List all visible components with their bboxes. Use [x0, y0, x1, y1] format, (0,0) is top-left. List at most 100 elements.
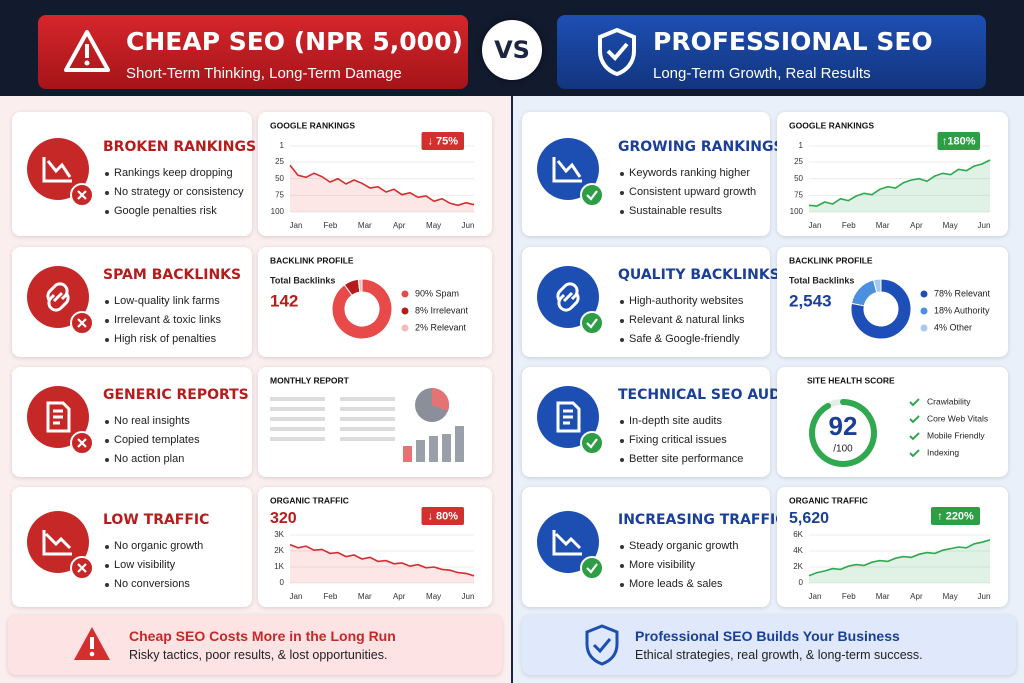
- vs-badge: VS: [482, 20, 542, 80]
- legend-label: 78% Relevant: [934, 288, 991, 298]
- feature-card: INCREASING TRAFFIC Steady organic growth M…: [522, 487, 786, 607]
- status-badge: [580, 431, 604, 455]
- status-glyph: [77, 563, 87, 573]
- report-bar: [429, 436, 438, 462]
- icon-shape: [556, 282, 580, 312]
- feature-icon: [27, 386, 94, 455]
- feature-card: TECHNICAL SEO AUDITS In-depth site audits…: [522, 367, 806, 477]
- x-tick-label: Apr: [910, 221, 923, 230]
- icon-glyph: [46, 401, 71, 433]
- bullet-text: Rankings keep dropping: [114, 167, 233, 179]
- right-header: PROFESSIONAL SEO Long-Term Growth, Real …: [557, 15, 986, 89]
- change-badge: [931, 507, 980, 525]
- status-glyph: [586, 190, 598, 201]
- bullet-text: More leads & sales: [629, 578, 723, 590]
- x-tick-label: Jun: [462, 592, 475, 601]
- y-tick-label: 6K: [793, 530, 803, 539]
- bullet-text: Keywords ranking higher: [629, 167, 751, 179]
- y-tick-label: 0: [280, 578, 285, 587]
- x-tick-label: Mar: [876, 592, 890, 601]
- icon-shape: [42, 530, 72, 556]
- bullet-dot: [620, 583, 624, 587]
- area-fill: [290, 544, 474, 583]
- report-bar: [442, 434, 451, 462]
- panel-title: ORGANIC TRAFFIC: [270, 495, 349, 505]
- data-line: [808, 539, 991, 577]
- donut-slice: [331, 278, 393, 340]
- data-line: [808, 159, 991, 207]
- y-tick-label: 2K: [793, 562, 803, 571]
- y-tick-label: 100: [271, 207, 285, 216]
- bullet-dot: [620, 564, 624, 568]
- total-label: Total Backlinks: [789, 275, 854, 285]
- placeholder-line: [340, 427, 395, 431]
- total-value: 5,620: [789, 510, 829, 527]
- legend-dot: [401, 290, 409, 298]
- legend-label: 90% Spam: [415, 288, 459, 298]
- status-badge: [580, 183, 604, 207]
- change-badge-text: ↑ 220%: [937, 510, 974, 522]
- status-glyph: [77, 318, 87, 328]
- bullet-text: Relevant & natural links: [629, 314, 745, 326]
- bullet-text: Irrelevant & toxic links: [114, 314, 221, 326]
- check-label: Crawlability: [927, 396, 971, 406]
- x-tick-label: Jan: [809, 592, 822, 601]
- feature-icon: [537, 511, 604, 580]
- report-bar: [416, 440, 425, 462]
- report-bar: [403, 446, 412, 462]
- x-tick-label: Jun: [978, 221, 991, 230]
- bullet-dot: [620, 439, 624, 443]
- footer-title: Professional SEO Builds Your Business: [635, 628, 900, 644]
- check-label: Mobile Friendly: [927, 430, 985, 440]
- legend-dot: [401, 307, 409, 315]
- bullet-text: Sustainable results: [629, 205, 722, 217]
- status-badge: [580, 556, 604, 580]
- x-tick-label: Apr: [393, 221, 406, 230]
- donut-slice: [872, 278, 882, 294]
- chart-panel: GOOGLE RANKINGS 1 25 50 75 100 Jan Feb Mar Apr May…: [258, 112, 492, 236]
- footer-text: Ethical strategies, real growth, & long-…: [635, 648, 923, 662]
- legend-label: 4% Other: [934, 322, 972, 332]
- bullet-text: No action plan: [114, 453, 185, 465]
- y-tick-label: 1: [799, 141, 804, 150]
- bullet-dot: [620, 338, 624, 342]
- legend-dot: [920, 324, 928, 332]
- placeholder-line: [340, 417, 395, 421]
- x-tick-label: May: [943, 592, 958, 601]
- chart-panel: ORGANIC TRAFFIC 0 2K 4K 6K Jan Feb Mar Apr May Jun…: [777, 487, 1008, 607]
- legend-dot: [401, 324, 409, 332]
- bullet-dot: [105, 300, 109, 304]
- bullet-text: No conversions: [114, 578, 190, 590]
- change-badge-text: ↓ 75%: [427, 135, 458, 147]
- feature-icon: [27, 266, 94, 335]
- legend-dot: [920, 290, 928, 298]
- panel-title: ORGANIC TRAFFIC: [789, 495, 868, 505]
- total-value: 142: [270, 291, 298, 310]
- bullet-dot: [620, 300, 624, 304]
- x-tick-label: Mar: [876, 221, 890, 230]
- icon-glyph: [552, 530, 582, 556]
- y-tick-label: 0: [799, 578, 804, 587]
- bullet-dot: [105, 338, 109, 342]
- chart-panel: MONTHLY REPORT: [258, 367, 492, 477]
- bullet-dot: [620, 172, 624, 176]
- feature-card: SPAM BACKLINKS Low-quality link farms Irre…: [12, 247, 252, 357]
- data-line: [289, 164, 475, 207]
- y-tick-label: 100: [790, 207, 804, 216]
- status-glyph: [586, 563, 598, 574]
- y-tick-label: 50: [275, 174, 284, 183]
- legend-label: 2% Relevant: [415, 322, 467, 332]
- bullet-dot: [105, 420, 109, 424]
- y-tick-label: 3K: [274, 530, 284, 539]
- panel-svg: GOOGLE RANKINGS 1 25 50 75 100 Jan Feb Mar Apr May…: [789, 120, 991, 230]
- feature-icon: [537, 138, 604, 207]
- divider: [511, 96, 513, 683]
- feature-heading: SPAM BACKLINKS: [103, 267, 242, 283]
- y-tick-label: 25: [275, 157, 284, 166]
- placeholder-line: [270, 407, 325, 411]
- bullet-dot: [620, 319, 624, 323]
- change-badge: [421, 132, 464, 150]
- bullet-text: High-authority websites: [629, 295, 744, 307]
- icon-shape: [46, 401, 71, 433]
